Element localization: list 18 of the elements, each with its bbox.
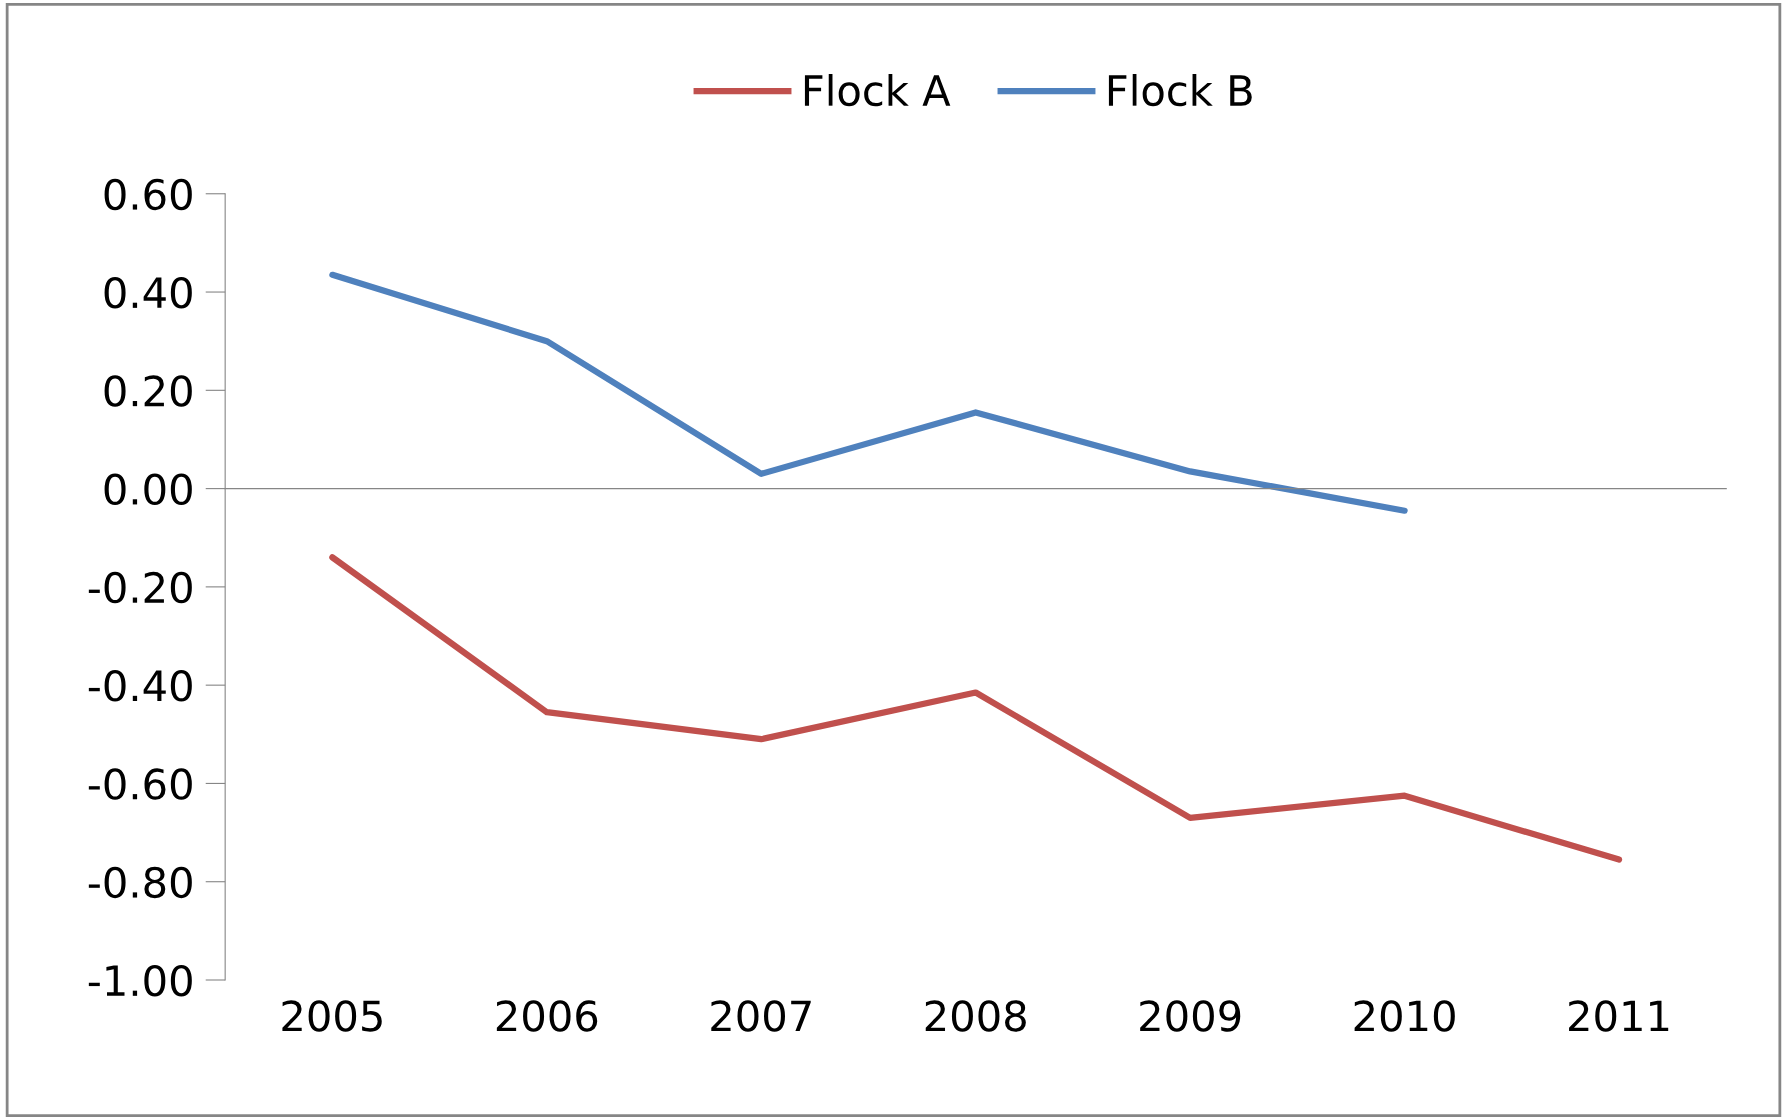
y-tick-label: -0.80 — [88, 866, 192, 899]
x-tick-label: 2005 — [282, 1000, 382, 1032]
x-tick-label: 2008 — [925, 1000, 1026, 1032]
y-tick-label: 0.60 — [104, 178, 192, 211]
x-tick-label: 2007 — [711, 1000, 811, 1032]
y-tick-label: -0.60 — [88, 768, 192, 800]
y-tick-label: -0.20 — [88, 571, 192, 604]
x-tick-label: 2010 — [1354, 1000, 1455, 1032]
y-tick-label: 0.00 — [104, 473, 192, 506]
x-tick-label: 2011 — [1569, 1000, 1669, 1032]
x-tick-label: 2006 — [496, 1000, 598, 1032]
y-tick-label: 0.40 — [104, 276, 192, 309]
legend-label: Flock A — [804, 74, 951, 107]
legend-label: Flock B — [1108, 74, 1252, 107]
y-tick-label: -1.00 — [88, 964, 192, 997]
x-tick-label: 2009 — [1140, 1000, 1241, 1032]
y-tick-label: -0.40 — [88, 670, 192, 702]
y-tick-label: 0.20 — [104, 375, 192, 407]
